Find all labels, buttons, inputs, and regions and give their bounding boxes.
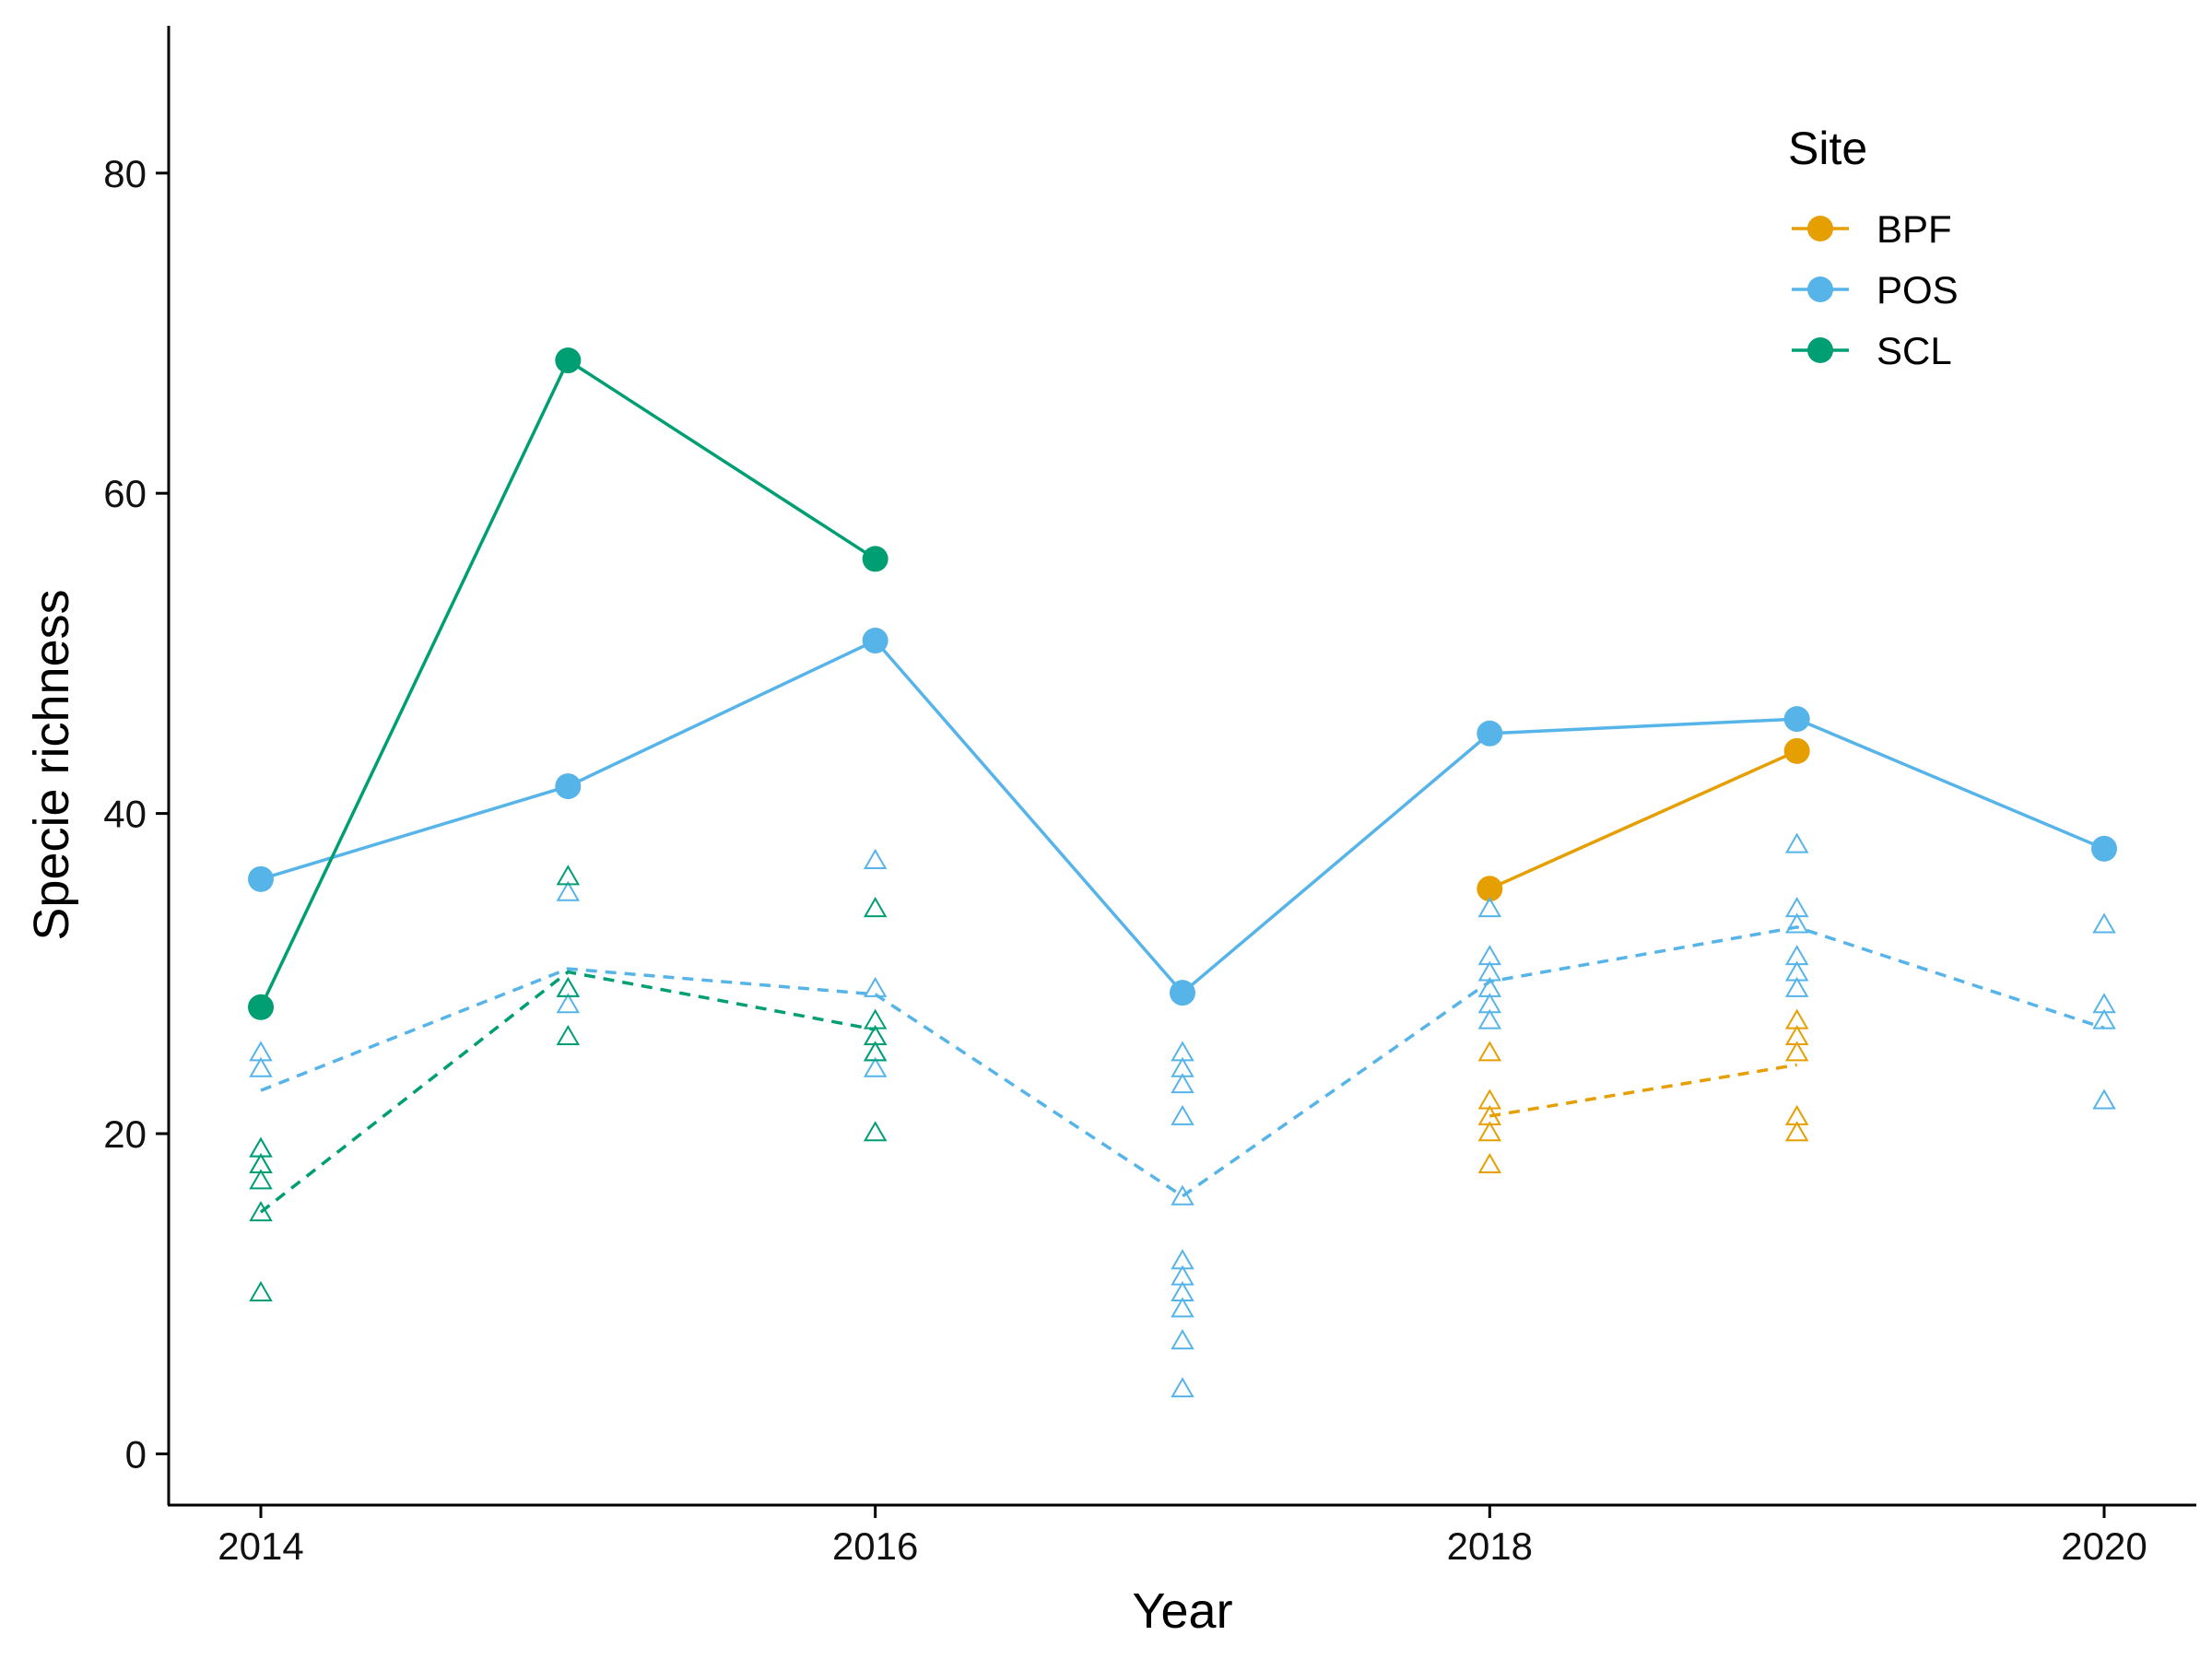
bpf-mean-line <box>1489 1063 1797 1118</box>
scl-sample-point <box>249 1280 273 1301</box>
scl-mean-line <box>259 970 876 1214</box>
pos-sample-point <box>1784 912 1809 934</box>
legend-item-scl: SCL <box>1792 329 1952 372</box>
pos-sample-point <box>863 1056 888 1077</box>
scl-sample-point <box>556 976 581 997</box>
pos-total-point <box>1170 980 1195 1006</box>
pos-sample-point <box>249 1056 273 1077</box>
scl-sample-point <box>556 1024 581 1046</box>
y-axis-title: Specie richness <box>24 589 79 940</box>
legend-key-point <box>1807 216 1833 241</box>
pos-total-point <box>1783 706 1810 733</box>
y-ticks: 0 20 40 60 80 <box>103 152 169 1476</box>
x-tick-label: 2014 <box>218 1524 303 1568</box>
pos-sample-point <box>1784 976 1809 997</box>
bpf-sample-point <box>1477 1121 1502 1142</box>
bpf-total-line <box>1488 749 1798 890</box>
scl-sample-point <box>556 865 581 886</box>
x-axis-title: Year <box>1132 1583 1232 1639</box>
bpf-total-point <box>1477 876 1503 902</box>
pos-total-point <box>555 773 582 800</box>
y-tick-label: 0 <box>125 1432 147 1476</box>
legend: Site BPF POS SCL <box>1788 123 1959 372</box>
x-tick-label: 2020 <box>2061 1524 2147 1568</box>
scl-total-point <box>555 347 582 374</box>
scl-total-point <box>248 994 274 1020</box>
pos-sample-point <box>2092 1008 2116 1030</box>
pos-total-point <box>2091 835 2117 862</box>
pos-sample-point <box>1171 1297 1194 1318</box>
pos-sample-point <box>556 880 581 901</box>
legend-item-bpf: BPF <box>1792 207 1952 251</box>
pos-sample-point <box>863 848 888 869</box>
series-scl <box>248 347 888 1301</box>
pos-mean-line <box>260 925 2105 1198</box>
scl-sample-point <box>249 1201 273 1222</box>
legend-label: SCL <box>1877 329 1952 372</box>
legend-label: BPF <box>1877 207 1952 251</box>
pos-total-point <box>248 865 274 892</box>
pos-sample-point <box>2092 1088 2116 1110</box>
bpf-sample-point <box>1784 1121 1809 1142</box>
pos-sample-point <box>556 993 581 1014</box>
pos-sample-point <box>1171 1377 1194 1398</box>
plot-area <box>248 347 2117 1398</box>
y-tick-label: 60 <box>103 472 147 515</box>
scl-total-point <box>862 546 888 572</box>
x-tick-label: 2018 <box>1447 1524 1533 1568</box>
bpf-sample-point <box>1784 1041 1809 1062</box>
axes: 2014 2016 2018 2020 0 20 40 60 80 Year Specie r… <box>24 26 2196 1639</box>
legend-title: Site <box>1788 123 1867 174</box>
pos-sample-point <box>1477 897 1502 918</box>
y-tick-label: 40 <box>103 793 147 836</box>
scl-sample-point <box>249 1169 273 1190</box>
x-ticks: 2014 2016 2018 2020 <box>218 1505 2147 1568</box>
pos-total-point <box>862 628 888 654</box>
y-tick-label: 80 <box>103 152 147 195</box>
pos-sample-point <box>1171 1329 1194 1350</box>
bpf-sample-point <box>1477 1041 1502 1062</box>
pos-sample-point <box>1477 1008 1502 1030</box>
legend-label: POS <box>1877 268 1959 312</box>
series-pos <box>248 628 2117 1398</box>
scl-sample-point <box>863 897 888 918</box>
pos-sample-point <box>1171 1104 1194 1125</box>
scl-sample-point <box>863 1121 888 1142</box>
legend-key-point <box>1807 337 1833 363</box>
y-tick-label: 20 <box>103 1112 147 1156</box>
scl-sample-point <box>863 1041 888 1062</box>
legend-key-point <box>1807 276 1833 302</box>
pos-sample-point <box>2092 912 2116 934</box>
pos-sample-point <box>1171 1073 1194 1094</box>
pos-total-point <box>1477 720 1503 747</box>
bpf-sample-point <box>1477 1152 1502 1173</box>
pos-sample-point <box>1784 832 1809 853</box>
x-tick-label: 2016 <box>832 1524 918 1568</box>
bpf-total-point <box>1783 737 1810 764</box>
series-bpf <box>1477 737 1810 1173</box>
legend-item-pos: POS <box>1792 268 1959 312</box>
pos-sample-point <box>1171 1184 1194 1206</box>
